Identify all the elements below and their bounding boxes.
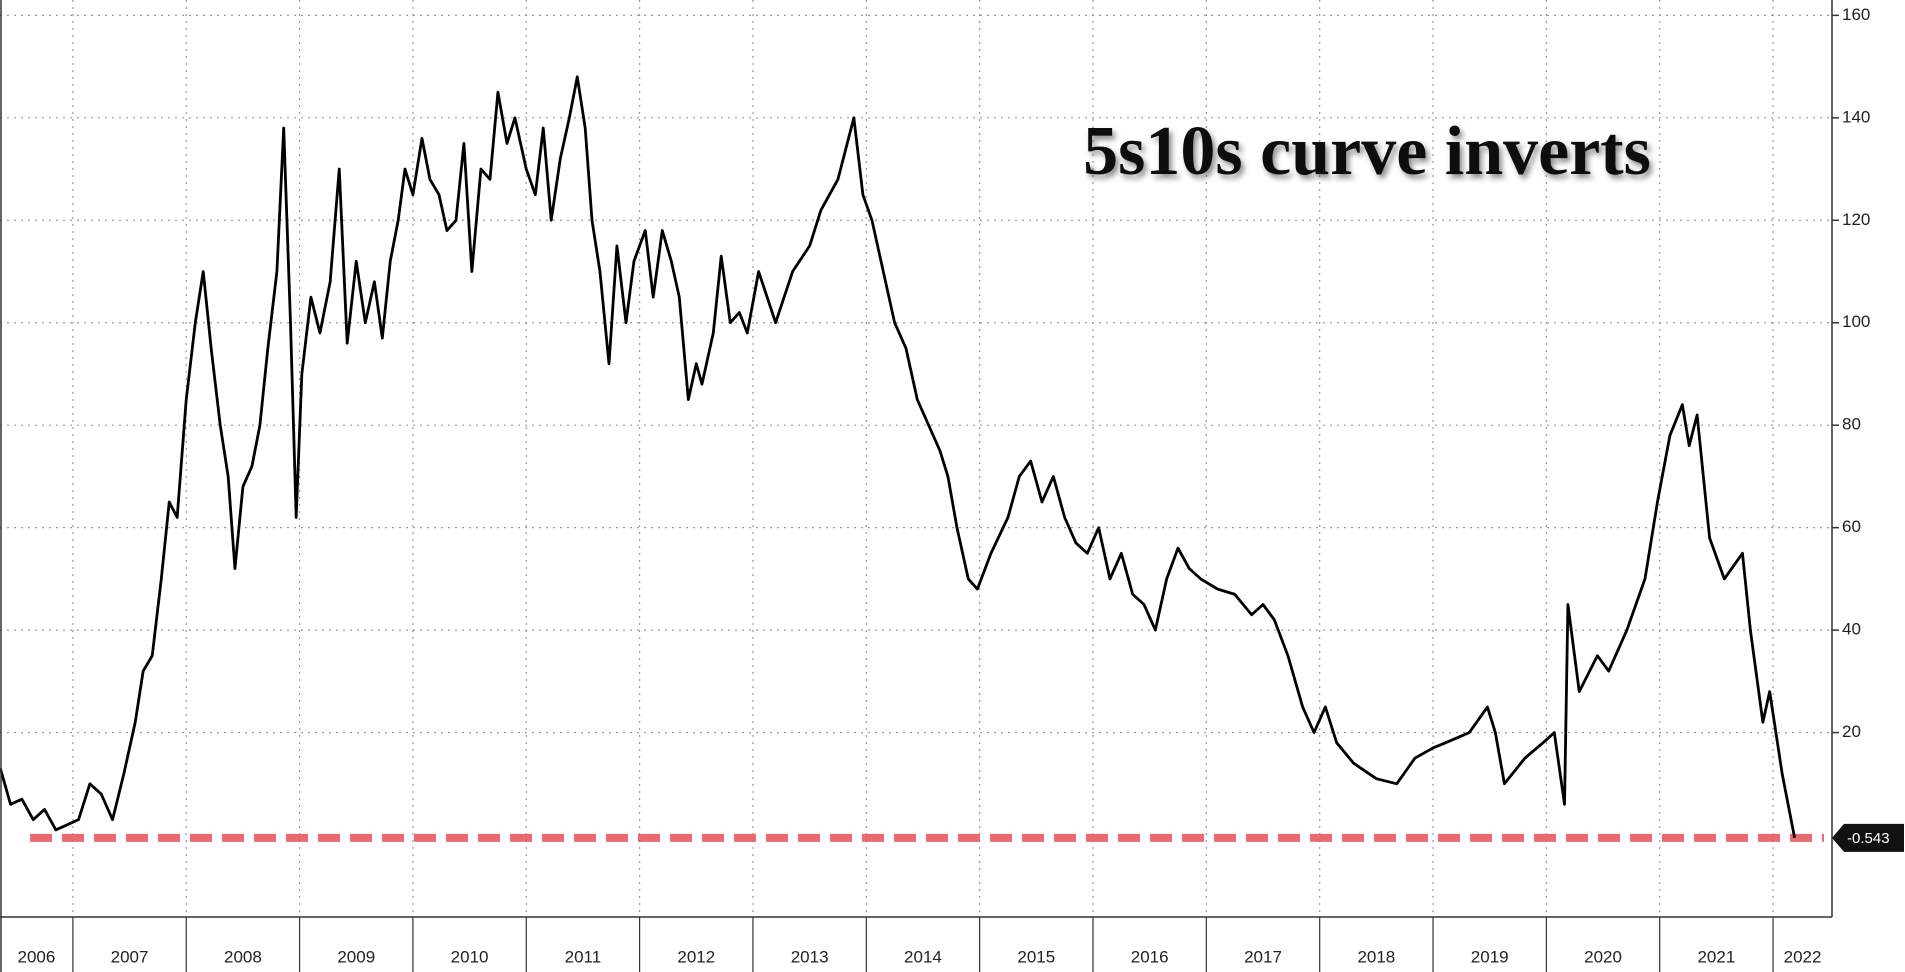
x-tick-label: 2009 <box>337 947 375 966</box>
x-tick-label: 2020 <box>1584 947 1622 966</box>
y-tick-label: 140 <box>1842 107 1870 126</box>
last-value-flag: -0.543 <box>1832 823 1904 852</box>
last-value-box <box>1832 823 1904 852</box>
plot-area <box>0 0 1832 917</box>
x-tick-label: 2016 <box>1131 947 1169 966</box>
y-tick-label: 40 <box>1842 620 1861 639</box>
x-tick-label: 2011 <box>565 947 602 966</box>
x-tick-label: 2017 <box>1244 947 1282 966</box>
y-tick-label: 100 <box>1842 312 1870 331</box>
x-tick-label: 2015 <box>1017 947 1055 966</box>
y-tick-label: 60 <box>1842 517 1861 536</box>
x-tick-label: 2007 <box>111 947 149 966</box>
x-tick-label: 2006 <box>18 947 56 966</box>
x-tick-label: 2008 <box>224 947 262 966</box>
marks <box>0 75 1824 842</box>
y-tick-label: 20 <box>1842 722 1861 741</box>
y-tick-label: 160 <box>1842 5 1870 24</box>
grid <box>0 0 1832 917</box>
x-tick-label: 2021 <box>1697 947 1735 966</box>
x-tick-label: 2018 <box>1357 947 1395 966</box>
series-line <box>0 75 1796 839</box>
x-tick-label: 2013 <box>791 947 829 966</box>
chart-title: 5s10s curve inverts <box>1083 113 1651 190</box>
x-tick-label: 2014 <box>904 947 942 966</box>
x-tick-label: 2022 <box>1784 947 1822 966</box>
x-tick-label: 2012 <box>677 947 715 966</box>
last-value-label: -0.543 <box>1847 830 1890 847</box>
x-tick-label: 2010 <box>451 947 489 966</box>
y-tick-label: 80 <box>1842 415 1861 434</box>
y-tick-label: 120 <box>1842 210 1870 229</box>
x-tick-label: 2019 <box>1471 947 1509 966</box>
